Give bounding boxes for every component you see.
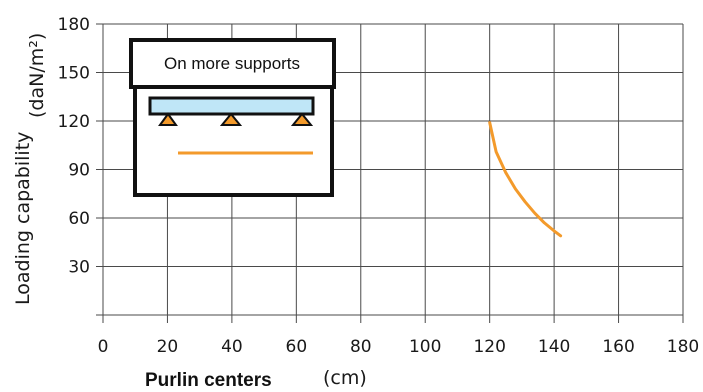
y-axis-label: Loading capability [12,132,34,305]
x-tick-label: 0 [98,337,109,357]
x-axis-label: Purlin centers [145,370,272,391]
x-axis-unit: (cm) [323,367,367,389]
y-tick-label: 30 [68,258,90,278]
legend-title-box [129,38,336,89]
series-layer [488,121,563,238]
support-middle-icon [219,112,243,126]
x-tick-label: 40 [221,337,243,357]
y-axis-unit: (daN/m²) [26,33,48,118]
support-right-icon [290,112,314,126]
legend: On more supports [129,38,336,197]
x-tick-label: 60 [286,337,308,357]
grid [96,23,684,323]
x-tick-label: 80 [350,337,372,357]
x-tick-label: 100 [409,337,441,357]
beam [148,96,315,116]
support-left-icon [158,112,178,126]
x-tick-label: 160 [602,337,634,357]
tick-labels: 0 20 40 60 80 100 120 140 160 180 30 60 90 120 150 180 [58,15,700,357]
y-tick-label: 150 [58,64,90,84]
x-tick-label: 180 [667,337,699,357]
continuous-beam-icon [148,96,315,126]
y-tick-label: 60 [68,209,90,229]
legend-title: On more supports [164,54,300,73]
y-tick-label: 180 [58,15,90,35]
series-line [488,121,563,238]
x-tick-label: 140 [538,337,570,357]
x-tick-label: 20 [157,337,179,357]
y-tick-label: 90 [68,161,90,181]
x-tick-label: 120 [473,337,505,357]
y-tick-label: 120 [58,112,90,132]
